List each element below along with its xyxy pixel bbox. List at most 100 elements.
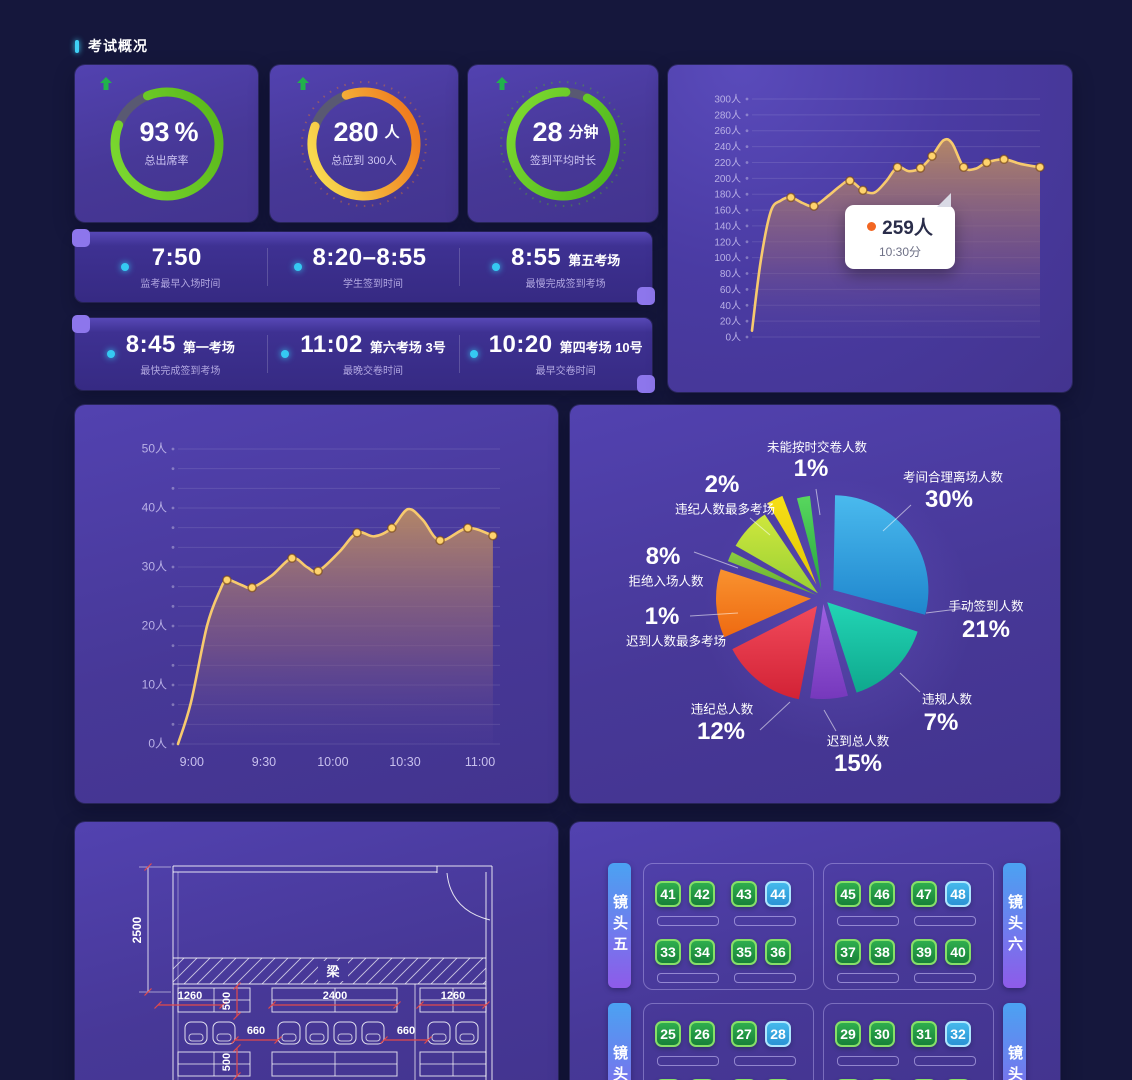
tick-dot-icon (745, 319, 749, 323)
seat-31[interactable]: 31 (911, 1021, 937, 1047)
chair-outline (455, 1021, 479, 1045)
seat-47[interactable]: 47 (911, 881, 937, 907)
trend-line (176, 507, 495, 746)
stat-label: 最慢完成签到考场 (525, 279, 606, 290)
tick-dot-icon (745, 303, 749, 307)
seat-30[interactable]: 30 (869, 1021, 895, 1047)
seat-35[interactable]: 35 (731, 939, 757, 965)
chair-seat (431, 1033, 447, 1042)
pie-slice-2[interactable] (833, 495, 929, 615)
y-axis-label: 30人 (142, 560, 167, 574)
seat-44[interactable]: 44 (765, 881, 791, 907)
stat-label: 最晚交卷时间 (343, 366, 403, 377)
stat-label: 学生签到时间 (343, 279, 403, 290)
pie-slice-1[interactable] (796, 495, 822, 591)
seat-32[interactable]: 32 (945, 1021, 971, 1047)
x-axis-label: 10:30 (389, 755, 420, 769)
bullet-dot-icon (121, 263, 130, 271)
tick-dot-icon (745, 145, 749, 148)
classroom-floor-plan: 2500 梁 1260 2400 1260 500 660 660 500 (130, 863, 493, 1080)
marker-dot (352, 528, 362, 538)
dimension-tick (424, 1036, 432, 1044)
stat-time: 8:45 (125, 331, 176, 358)
ring-arc (110, 87, 223, 200)
seat-42[interactable]: 42 (689, 881, 715, 907)
pie-chart-card: 1% 未能按时交卷人数 30% 考间合理离场人数 21% 手动签到人数 7% 违规人数 15% 迟… (570, 405, 1060, 803)
camera-pill-left: 镜头 (608, 1003, 631, 1080)
slice-percent: 12% (696, 718, 746, 745)
seat-28[interactable]: 28 (765, 1021, 791, 1047)
pie-slice-9[interactable] (767, 495, 817, 585)
stat-earliest-submit: 10:20 第四考场 10号 最早交卷时间 (460, 331, 652, 377)
seat-34[interactable]: 34 (689, 939, 715, 965)
chair-seat (281, 1033, 297, 1042)
seat-41[interactable]: 41 (655, 881, 681, 907)
beam-hatch (235, 958, 263, 984)
seat-25[interactable]: 25 (655, 1021, 681, 1047)
slice-label: 违规人数 (921, 692, 973, 707)
seat-block: 29 30 31 32 (823, 1003, 994, 1080)
beam-label-bg (318, 961, 348, 981)
pie-slice-6[interactable] (716, 569, 812, 638)
marker-dot (387, 523, 397, 533)
tick-dot-icon (171, 683, 175, 687)
dimension-tick (219, 1001, 227, 1009)
divider (459, 248, 461, 286)
pie-slice-5[interactable] (732, 605, 817, 700)
dimension-tick (416, 1001, 424, 1009)
beam-hatch (430, 958, 458, 984)
slice-percent: 7% (923, 709, 959, 736)
dimension-tick (268, 1001, 276, 1009)
seat-38[interactable]: 38 (869, 939, 895, 965)
stat-latest-submit: 11:02 第六考场 3号 最晚交卷时间 (268, 331, 460, 377)
x-axis-label: 10:00 (317, 755, 348, 769)
beam-hatch (173, 958, 185, 970)
beam-hatch (222, 958, 250, 984)
y-axis-label: 10人 (142, 678, 167, 692)
pie-slice-4[interactable] (810, 603, 848, 699)
gauge-card-attendance: 93% 总出席率 (75, 65, 258, 222)
leader-line (759, 701, 791, 731)
ring-arc (307, 87, 421, 200)
seat-39[interactable]: 39 (911, 939, 937, 965)
seat-27[interactable]: 27 (731, 1021, 757, 1047)
ring-decoration (301, 80, 427, 207)
divider (459, 335, 461, 373)
camera-label: 镜头 (611, 1044, 628, 1080)
attendance-ring: 93% 总出席率 (99, 76, 234, 211)
desk (914, 973, 976, 983)
marker-dot (1035, 162, 1045, 172)
stat-suffix: 第四考场 10号 (559, 340, 643, 355)
seat-40[interactable]: 40 (945, 939, 971, 965)
beam-hatch (365, 958, 393, 984)
marker-dot (958, 162, 969, 172)
exam-breakdown-pie (689, 478, 973, 748)
seat-26[interactable]: 26 (689, 1021, 715, 1047)
y-axis-label: 60人 (720, 284, 741, 296)
beam-hatch (404, 958, 432, 984)
pie-slice-7[interactable] (727, 552, 817, 596)
dimension-tick (144, 988, 152, 996)
tick-dot-icon (171, 486, 175, 490)
pie-slice-8[interactable] (735, 514, 818, 594)
gauge-label: 总出席率 (144, 155, 189, 167)
stat-label: 最早交卷时间 (535, 366, 596, 377)
seat-43[interactable]: 43 (731, 881, 757, 907)
beam-hatch (378, 958, 406, 984)
seat-33[interactable]: 33 (655, 939, 681, 965)
seat-48[interactable]: 48 (945, 881, 971, 907)
tick-dot-icon (171, 565, 175, 569)
tick-dot-icon (171, 506, 175, 510)
dimension-label: 梁 (325, 964, 340, 979)
seat-46[interactable]: 46 (869, 881, 895, 907)
tick-dot-icon (171, 604, 175, 608)
y-axis-label: 220人 (714, 157, 741, 169)
seat-45[interactable]: 45 (835, 881, 861, 907)
leader-line (689, 612, 739, 617)
pie-slice-3[interactable] (827, 602, 918, 693)
marker-dot (915, 163, 926, 173)
seat-36[interactable]: 36 (765, 939, 791, 965)
tooltip-value: 259人 (882, 218, 933, 239)
seat-29[interactable]: 29 (835, 1021, 861, 1047)
seat-37[interactable]: 37 (835, 939, 861, 965)
